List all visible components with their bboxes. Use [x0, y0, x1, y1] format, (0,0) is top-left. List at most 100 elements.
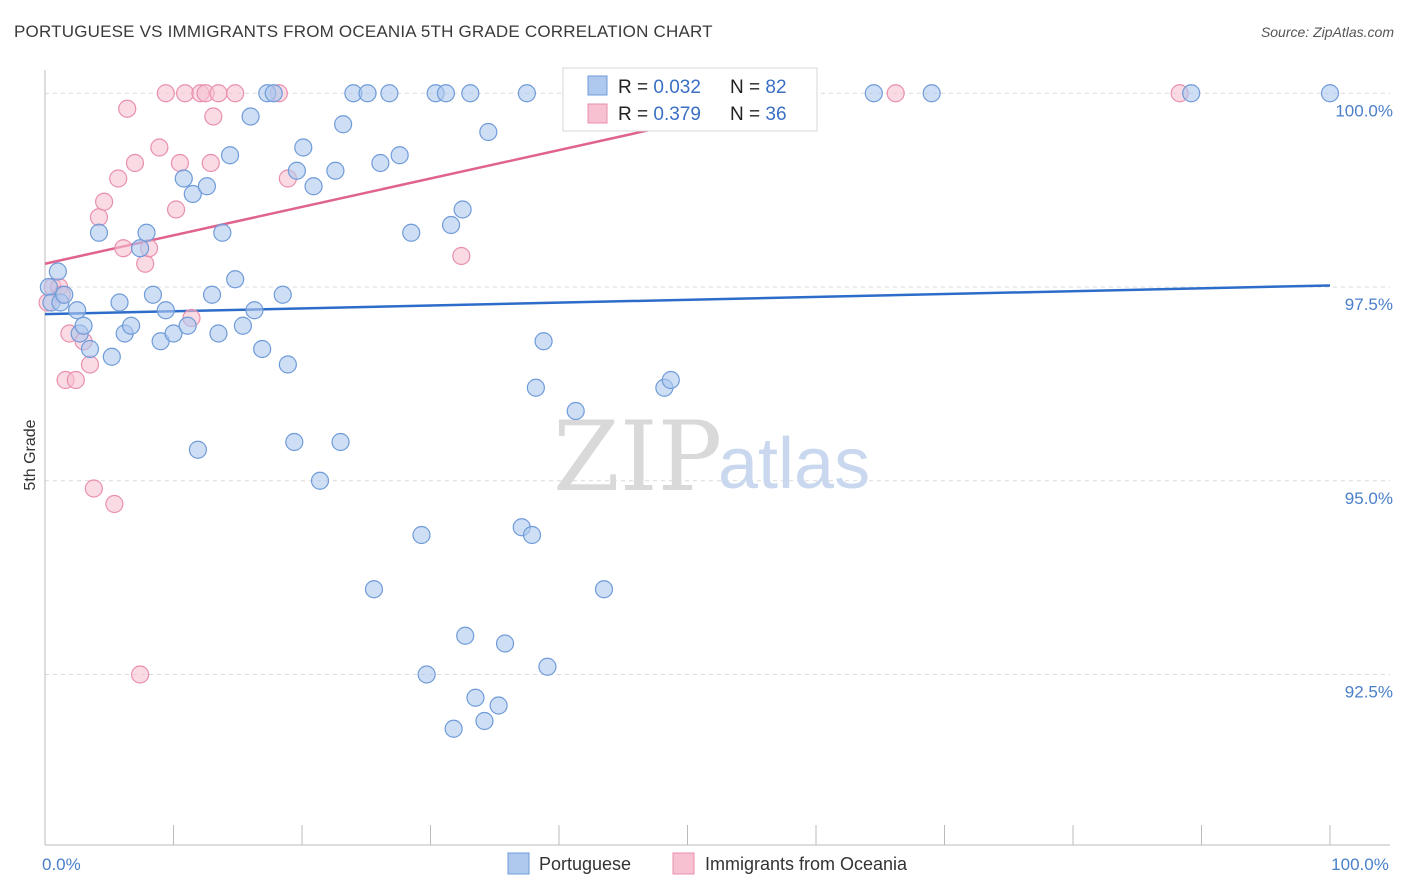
legend-n-value-1: 82 — [765, 77, 786, 98]
point-portuguese — [294, 138, 313, 157]
point-portuguese — [287, 161, 306, 180]
point-portuguese — [183, 184, 202, 204]
point-portuguese — [489, 696, 508, 715]
point-oceania — [204, 107, 223, 126]
point-portuguese — [264, 84, 283, 103]
point-portuguese — [39, 277, 58, 297]
point-portuguese — [273, 285, 292, 304]
point-portuguese — [466, 688, 485, 707]
point-portuguese — [436, 84, 456, 103]
legend-n-label-2: N = — [730, 104, 765, 125]
legend-r-label-1: R = — [618, 77, 653, 98]
y-tick-labels: 92.5% 95.0% 97.5% 100.0% — [1335, 101, 1393, 701]
legend-swatch-oceania — [587, 103, 608, 124]
point-oceania — [136, 254, 155, 273]
point-portuguese — [417, 665, 436, 684]
point-portuguese — [121, 316, 141, 335]
point-portuguese — [412, 525, 431, 545]
point-portuguese — [334, 115, 353, 134]
point-oceania — [125, 153, 145, 173]
watermark: ZIP atlas — [553, 401, 870, 513]
legend-n-value-2: 36 — [765, 104, 786, 125]
x-tick-labels: 0.0% 100.0% — [42, 855, 1389, 874]
svg-text:N = 82: N = 82 — [730, 77, 787, 98]
point-portuguese — [479, 122, 498, 142]
watermark-atlas: atlas — [718, 424, 870, 504]
point-portuguese — [130, 239, 150, 258]
point-portuguese — [226, 270, 245, 289]
point-portuguese — [137, 223, 156, 242]
point-portuguese — [526, 378, 545, 397]
gridlines — [45, 92, 1390, 675]
legend-r-value-1: 0.032 — [653, 77, 701, 98]
point-portuguese — [164, 324, 183, 343]
point-oceania — [226, 84, 245, 103]
point-portuguese — [538, 657, 557, 676]
y-tick-label: 92.5% — [1345, 683, 1393, 702]
point-portuguese — [197, 177, 217, 196]
point-portuguese — [110, 293, 129, 312]
bottom-legend: Portuguese Immigrants from Oceania — [507, 852, 908, 875]
point-portuguese — [371, 153, 390, 173]
point-portuguese — [285, 432, 304, 452]
point-portuguese — [68, 301, 87, 320]
point-oceania — [114, 239, 133, 258]
point-portuguese — [241, 107, 260, 126]
axes — [44, 70, 1390, 846]
point-portuguese — [1182, 84, 1201, 103]
legend-n-label-1: N = — [730, 77, 765, 98]
point-oceania — [452, 246, 471, 266]
y-tick-label: 95.0% — [1345, 489, 1393, 508]
point-oceania — [175, 84, 195, 103]
point-portuguese — [102, 347, 121, 366]
point-oceania — [89, 208, 109, 227]
watermark-zip: ZIP — [553, 401, 722, 513]
point-portuguese — [441, 215, 461, 235]
point-portuguese — [461, 84, 480, 103]
point-oceania — [886, 84, 905, 103]
point-portuguese — [864, 84, 883, 103]
point-portuguese — [475, 711, 494, 731]
bottom-legend-swatch-portuguese — [507, 852, 530, 875]
point-portuguese — [245, 301, 264, 320]
trendline-portuguese — [44, 284, 1331, 316]
bottom-legend-oceania: Immigrants from Oceania — [705, 854, 908, 874]
point-portuguese — [566, 401, 585, 421]
point-portuguese — [390, 146, 409, 165]
point-oceania — [80, 355, 100, 374]
point-portuguese — [178, 316, 197, 335]
point-portuguese — [174, 169, 193, 188]
point-portuguese — [278, 355, 297, 374]
point-portuguese — [253, 339, 272, 359]
legend-r-value-2: 0.379 — [653, 104, 701, 125]
point-portuguese — [80, 339, 100, 359]
source-credit: Source: ZipAtlas.com — [1260, 24, 1394, 40]
point-oceania — [156, 84, 175, 103]
point-portuguese — [209, 324, 228, 343]
point-oceania — [66, 370, 85, 390]
y-tick-label: 100.0% — [1335, 101, 1393, 120]
bottom-legend-portuguese: Portuguese — [539, 854, 631, 874]
x-tick-label: 100.0% — [1331, 855, 1389, 874]
point-portuguese — [304, 177, 323, 196]
point-portuguese — [188, 440, 208, 459]
point-portuguese — [380, 84, 399, 103]
point-portuguese — [310, 471, 330, 490]
svg-text:R = 0.032: R = 0.032 — [618, 77, 701, 98]
legend-box: R = 0.032 N = 82 R = 0.379 N = 36 — [562, 67, 818, 132]
point-oceania — [84, 479, 103, 498]
point-portuguese — [517, 84, 536, 103]
point-oceania — [95, 192, 114, 211]
point-oceania — [105, 494, 124, 514]
point-oceania — [209, 84, 228, 103]
point-portuguese — [456, 626, 475, 645]
point-portuguese — [495, 634, 515, 653]
chart-title: PORTUGUESE VS IMMIGRANTS FROM OCEANIA 5T… — [14, 22, 713, 41]
point-oceania — [170, 153, 190, 173]
point-portuguese — [453, 200, 472, 219]
y-tick-label: 97.5% — [1345, 295, 1393, 314]
point-portuguese — [358, 84, 377, 103]
point-portuguese — [331, 432, 350, 452]
y-axis-label: 5th Grade — [22, 419, 39, 490]
